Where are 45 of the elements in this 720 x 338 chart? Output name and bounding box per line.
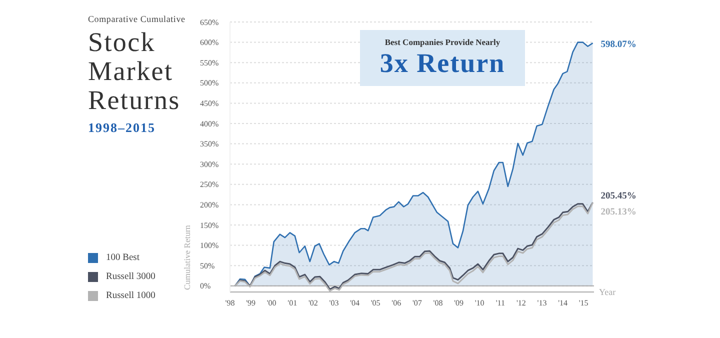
y-tick-label: 500% [200,78,219,88]
y-tick-label: 450% [200,99,219,108]
data-label: 598.07% [600,40,636,50]
data-label: 205.13% [600,208,636,218]
x-tick-label: '99 [246,298,256,308]
y-tick-label: 100% [200,241,219,250]
y-tick-label: 400% [200,119,219,128]
x-tick-label: '08 [433,298,443,308]
x-tick-label: '09 [454,298,464,308]
x-tick-label: '06 [392,298,402,308]
legend-label: 100 Best [106,252,140,262]
x-tick-label: '12 [516,298,526,308]
legend-label: Russell 3000 [106,272,156,282]
x-tick-label: '13 [537,298,547,308]
y-tick-label: 50% [200,261,215,270]
annotation: Best Companies Provide Nearly [384,37,502,47]
x-tick-label: '14 [558,298,568,308]
y-tick-label: 650% [200,18,219,27]
x-tick-label: '10 [474,298,484,308]
text: Stock Market Returns [88,27,182,115]
x-tick-label: '05 [370,298,380,308]
y-tick-label: 600% [200,38,219,48]
y-tick-label: 0% [200,282,211,291]
y-tick-label: 200% [200,200,219,210]
y-axis-title: Cumulative Return [182,224,192,290]
x-tick-label: '07 [412,298,422,308]
x-tick-label: '03 [329,298,339,308]
y-tick-label: 300% [200,160,219,169]
y-tick-label: 150% [200,220,219,230]
text: Comparative Cumulative [88,14,186,24]
x-tick-label: '00 [266,298,276,308]
annotation: 3x Return [378,47,506,79]
text: 1998–2015 [88,120,156,136]
data-label: 205.45% [600,191,636,202]
x-tick-label: '02 [308,298,318,308]
y-tick-label: 550% [200,58,219,68]
y-tick-label: 350% [200,140,219,149]
x-tick-label: '98 [225,298,235,308]
x-tick-label: '11 [496,298,505,308]
x-axis-title: Year [599,287,616,298]
x-tick-label: '01 [288,298,298,308]
x-tick-label: '04 [350,298,360,308]
x-tick-label: '15 [578,298,588,308]
legend-label: Russell 1000 [106,290,156,300]
y-tick-label: 250% [200,180,219,190]
